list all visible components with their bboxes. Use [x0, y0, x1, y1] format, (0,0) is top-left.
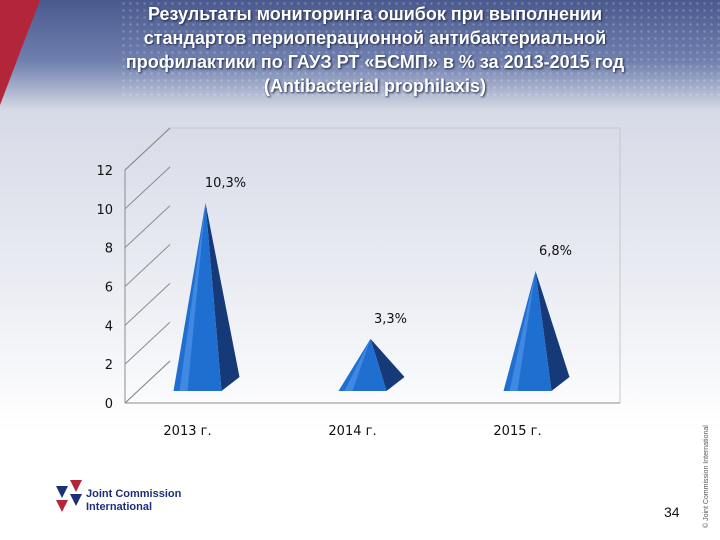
header-background	[0, 0, 720, 110]
data-labels: 10,3% 3,3% 6,8%	[205, 176, 572, 327]
y-tick-label: 10	[96, 203, 113, 218]
y-tick-label: 12	[96, 164, 113, 179]
y-tick-label: 2	[105, 358, 113, 373]
pyramid-highlight	[509, 270, 536, 391]
data-label: 6,8%	[539, 244, 572, 259]
logo-line-2: International	[86, 501, 153, 513]
y-tick-label: 0	[105, 397, 113, 412]
pyramid-side-face	[205, 203, 240, 391]
page-number: 34	[664, 504, 680, 520]
data-label: 3,3%	[374, 312, 407, 327]
y-tick-label: 4	[105, 319, 113, 334]
y-gridline-diagonal	[124, 205, 171, 249]
jci-logo-mark	[56, 480, 82, 512]
back-wall-edge	[170, 127, 621, 403]
y-tick-label: 6	[105, 281, 113, 296]
pyramid-highlight	[179, 203, 206, 391]
pyramid-bar	[173, 203, 222, 391]
y-tick-label: 8	[105, 242, 113, 257]
y-gridline-diagonal	[124, 166, 171, 210]
y-gridline-diagonal	[124, 321, 171, 365]
pyramid-bar	[503, 270, 552, 391]
jci-logo: Joint Commission International	[56, 478, 256, 522]
copyright-notice: © Joint Commission International	[703, 425, 710, 528]
pyramid-side-face	[370, 338, 405, 391]
pyramid-highlight	[344, 338, 371, 391]
pyramid-side-face	[535, 270, 570, 391]
x-tick-label: 2014 г.	[328, 424, 376, 439]
x-tick-label: 2013 г.	[163, 424, 211, 439]
title-line-2: стандартов периоперационной антибактериа…	[143, 28, 607, 48]
y-axis-ticks: 0 2 4 6 8 10 12	[96, 127, 171, 412]
title-line-1: Результаты мониторинга ошибок при выполн…	[147, 4, 603, 24]
pyramid-bar	[338, 338, 387, 391]
logo-line-1: Joint Commission	[86, 488, 182, 500]
data-label: 10,3%	[205, 176, 246, 191]
y-gridline-diagonal	[124, 282, 171, 326]
slide-title: Результаты мониторинга ошибок при выполн…	[55, 2, 695, 98]
title-line-3: профилактики по ГАУЗ РТ «БСМП» в % за 20…	[125, 52, 625, 72]
y-gridline-diagonal	[124, 127, 171, 171]
pyramid-bars	[173, 203, 570, 391]
jci-logo-text: Joint Commission International	[86, 488, 181, 514]
x-tick-label: 2015 г.	[493, 424, 541, 439]
title-line-4: (Antibacterial prophilaxis)	[263, 76, 487, 96]
y-gridline-diagonal	[124, 244, 171, 287]
corner-accent	[0, 0, 40, 105]
x-axis-ticks: 2013 г. 2014 г. 2015 г.	[163, 424, 541, 439]
y-gridline-diagonal	[124, 360, 171, 404]
world-map-dots	[120, 0, 720, 100]
